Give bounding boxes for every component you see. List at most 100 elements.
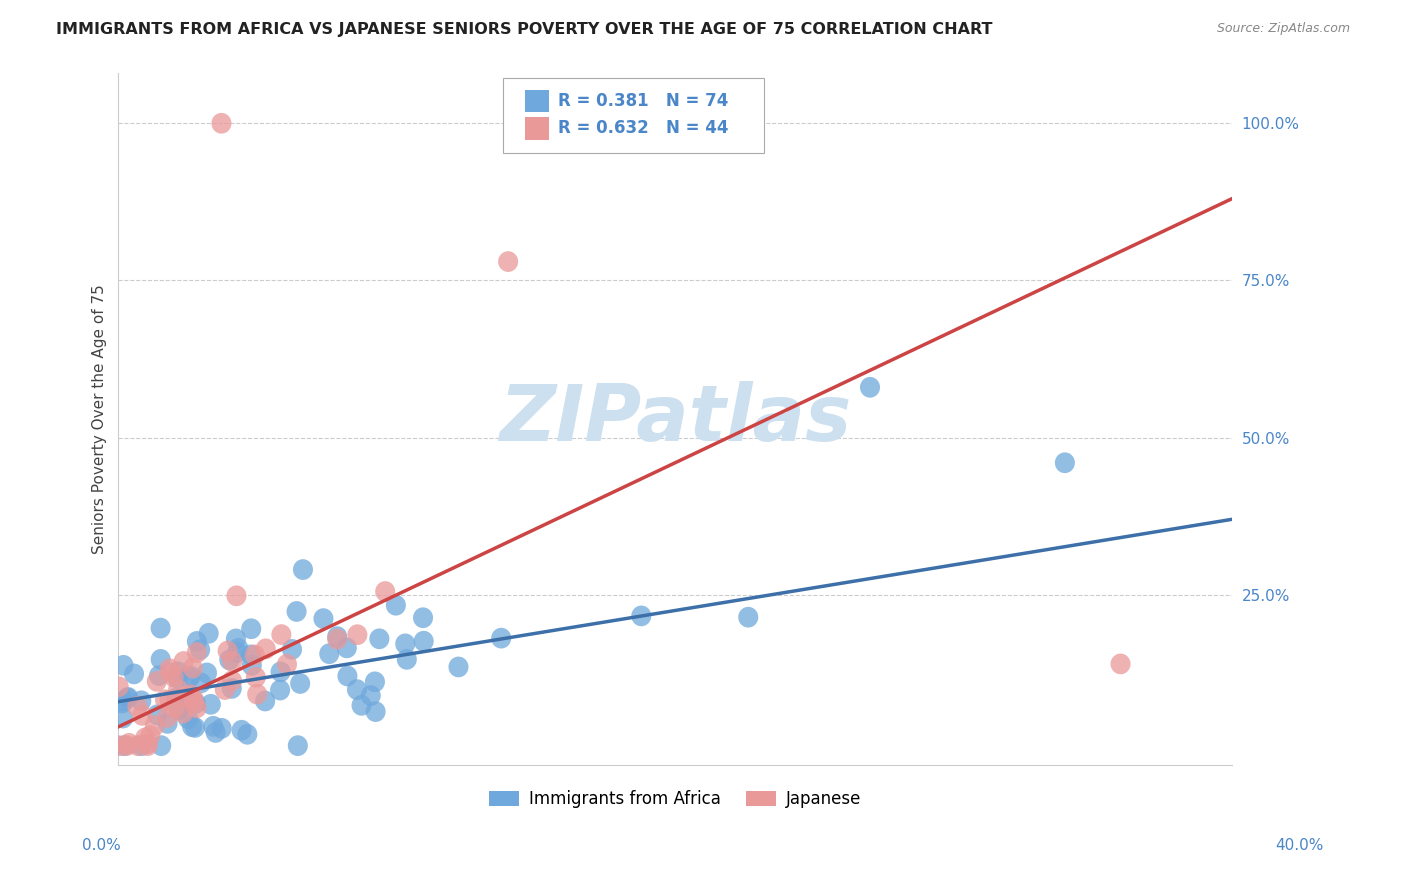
Ellipse shape	[290, 673, 311, 694]
Ellipse shape	[413, 631, 433, 651]
Ellipse shape	[131, 690, 152, 711]
Ellipse shape	[114, 690, 134, 711]
Ellipse shape	[124, 664, 143, 684]
Text: ZIPatlas: ZIPatlas	[499, 381, 851, 457]
Ellipse shape	[165, 698, 184, 718]
Ellipse shape	[181, 684, 201, 706]
Ellipse shape	[118, 687, 138, 707]
Ellipse shape	[108, 676, 129, 698]
Ellipse shape	[328, 629, 347, 649]
Ellipse shape	[173, 651, 194, 672]
Ellipse shape	[183, 716, 202, 737]
Y-axis label: Seniors Poverty Over the Age of 75: Seniors Poverty Over the Age of 75	[93, 284, 107, 554]
Ellipse shape	[150, 649, 170, 670]
Ellipse shape	[247, 684, 267, 705]
Ellipse shape	[131, 735, 152, 756]
Ellipse shape	[270, 662, 291, 682]
Ellipse shape	[112, 692, 132, 714]
Ellipse shape	[385, 595, 406, 615]
Ellipse shape	[226, 585, 246, 607]
Ellipse shape	[120, 733, 139, 754]
Ellipse shape	[1111, 654, 1130, 674]
Ellipse shape	[128, 696, 148, 717]
Ellipse shape	[395, 633, 415, 654]
Ellipse shape	[366, 701, 385, 722]
Ellipse shape	[169, 699, 188, 720]
Ellipse shape	[271, 624, 291, 645]
Ellipse shape	[128, 735, 148, 756]
Ellipse shape	[159, 658, 180, 679]
Ellipse shape	[314, 608, 333, 629]
Ellipse shape	[347, 679, 367, 700]
Ellipse shape	[287, 601, 307, 622]
Ellipse shape	[205, 723, 225, 743]
Ellipse shape	[138, 733, 157, 754]
Ellipse shape	[228, 638, 249, 659]
Ellipse shape	[155, 690, 176, 710]
Ellipse shape	[222, 678, 242, 698]
Ellipse shape	[222, 671, 242, 691]
Ellipse shape	[347, 624, 367, 645]
Ellipse shape	[132, 705, 152, 726]
Text: Source: ZipAtlas.com: Source: ZipAtlas.com	[1216, 22, 1350, 36]
Ellipse shape	[197, 663, 217, 683]
Ellipse shape	[215, 679, 235, 700]
Ellipse shape	[179, 668, 200, 689]
Ellipse shape	[167, 668, 187, 689]
Ellipse shape	[232, 720, 252, 740]
Ellipse shape	[337, 638, 357, 658]
Text: 0.0%: 0.0%	[82, 838, 121, 853]
Ellipse shape	[184, 693, 204, 714]
Ellipse shape	[288, 735, 308, 756]
FancyBboxPatch shape	[502, 78, 765, 153]
Ellipse shape	[187, 642, 207, 663]
Ellipse shape	[186, 717, 205, 738]
Ellipse shape	[191, 673, 211, 693]
Legend: Immigrants from Africa, Japanese: Immigrants from Africa, Japanese	[482, 784, 868, 815]
Ellipse shape	[186, 693, 205, 714]
Ellipse shape	[292, 559, 314, 580]
Ellipse shape	[148, 705, 167, 725]
Ellipse shape	[240, 645, 262, 665]
Ellipse shape	[201, 694, 221, 714]
Ellipse shape	[498, 252, 519, 272]
Ellipse shape	[226, 629, 246, 649]
Ellipse shape	[141, 725, 160, 746]
Ellipse shape	[187, 631, 207, 652]
Ellipse shape	[738, 607, 758, 628]
Ellipse shape	[145, 715, 165, 736]
Ellipse shape	[152, 735, 172, 756]
Ellipse shape	[352, 695, 371, 715]
Ellipse shape	[150, 618, 170, 639]
Ellipse shape	[169, 679, 188, 699]
Ellipse shape	[190, 640, 209, 660]
Ellipse shape	[108, 735, 128, 756]
Bar	[524, 118, 550, 139]
Ellipse shape	[238, 724, 257, 745]
Ellipse shape	[270, 680, 290, 700]
Ellipse shape	[167, 662, 188, 682]
Ellipse shape	[366, 672, 385, 692]
Ellipse shape	[157, 707, 177, 728]
Ellipse shape	[204, 716, 224, 737]
Ellipse shape	[413, 607, 433, 628]
Ellipse shape	[179, 708, 198, 729]
Ellipse shape	[198, 623, 219, 644]
Ellipse shape	[242, 618, 262, 640]
Ellipse shape	[219, 649, 239, 670]
Ellipse shape	[117, 688, 138, 708]
Ellipse shape	[228, 642, 247, 663]
Ellipse shape	[183, 689, 204, 709]
Ellipse shape	[166, 688, 186, 708]
Ellipse shape	[370, 629, 389, 649]
Ellipse shape	[146, 671, 167, 691]
Ellipse shape	[246, 667, 266, 688]
Ellipse shape	[375, 582, 395, 602]
Ellipse shape	[183, 657, 202, 679]
Ellipse shape	[245, 645, 264, 665]
Ellipse shape	[361, 685, 381, 706]
Ellipse shape	[491, 628, 512, 648]
Ellipse shape	[114, 735, 134, 756]
Ellipse shape	[160, 662, 180, 683]
Ellipse shape	[157, 713, 177, 734]
